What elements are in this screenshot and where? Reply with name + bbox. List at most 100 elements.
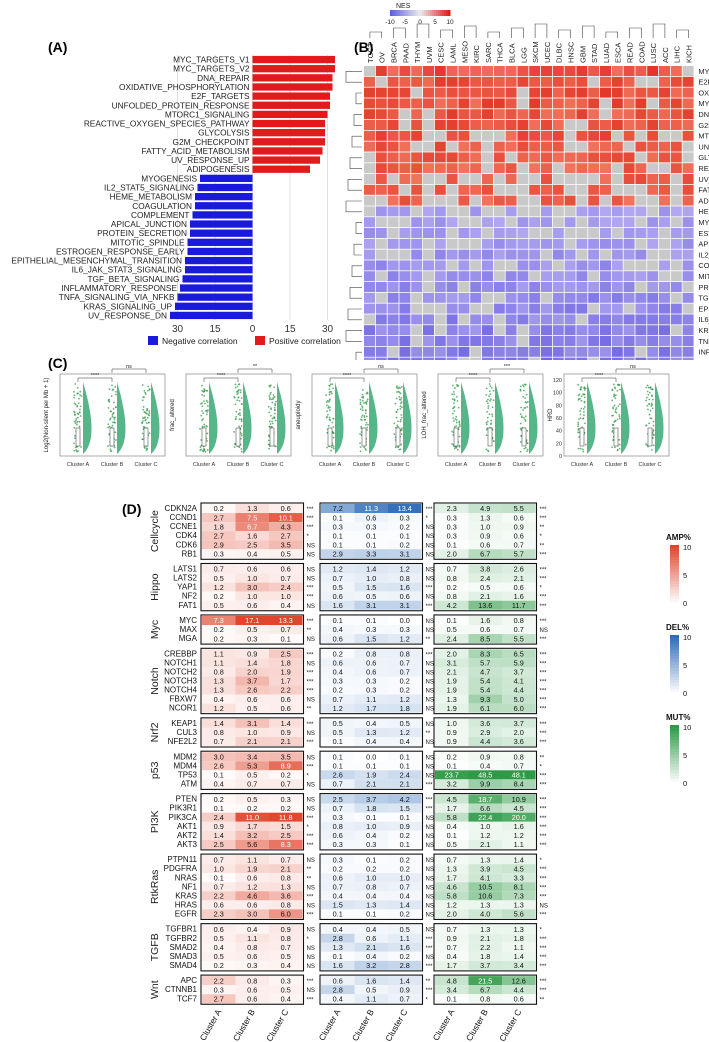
table-cell [269,985,303,995]
significance-label: NS [307,807,315,813]
heatmap-cell [517,87,529,98]
heatmap-cell [588,130,600,141]
table-cell [435,513,469,523]
table-cell [468,591,502,601]
heatmap-cell [423,249,434,260]
gene-label: MDM2 [173,752,197,761]
data-point [399,405,402,408]
cell-value: 11.3 [364,504,378,513]
row-label: GLYCOLYSIS [698,153,709,162]
data-point [453,402,455,404]
table-cell [269,694,303,704]
data-point [457,406,460,409]
significance-label: *** [540,637,548,643]
table-cell [354,582,388,592]
data-point [361,405,363,408]
block-frame [433,974,538,1005]
data-point [652,434,655,436]
table-cell [388,703,422,713]
cell-value: 2.8 [333,985,343,994]
cell-value: 0.4 [366,925,376,934]
heatmap-cell [434,163,446,174]
cell-value: 2.8 [400,961,410,970]
data-point [273,406,276,409]
heatmap-cell [647,325,659,336]
data-point [364,418,367,421]
heatmap-cell [375,87,387,98]
data-point [111,384,113,387]
heatmap-cell [576,195,588,206]
data-point [457,428,460,431]
cell-value: 0.1 [400,752,410,761]
cell-value: 0.5 [447,840,457,849]
cell-value: 48.5 [478,771,492,780]
data-point [79,394,82,396]
heatmap-cell [458,325,470,336]
data-point [79,405,82,408]
significance-label: * [540,534,543,540]
table-cell [468,685,502,695]
heatmap-cell [529,292,541,303]
data-point [399,407,402,410]
heatmap-cell [493,195,505,206]
cell-value: 3.2 [366,961,376,970]
heatmap-cell [529,346,541,357]
heatmap-cell [611,87,623,98]
cell-value: 0.7 [447,565,457,574]
table-cell [269,933,303,943]
heatmap-cell [600,152,611,163]
data-point [365,423,367,426]
category-label: ADIPOGENESIS [187,164,250,174]
data-point [577,421,580,424]
heatmap-cell [423,184,434,195]
legend-title: DEL% [666,623,689,632]
y-tick-label: 40 [556,429,562,435]
data-point [645,396,648,399]
group-label: Wnt [149,980,161,999]
heatmap-cell [364,249,375,260]
cell-value: 2.0 [247,668,257,677]
data-point [148,388,151,391]
heatmap-cell [505,66,517,76]
cell-value: 0.4 [447,952,457,961]
heatmap-cell [387,195,399,206]
data-point [395,397,398,400]
cell-value: 0.5 [366,985,376,994]
x-tick-label: Cluster C [513,462,536,468]
heatmap-cell [576,217,588,228]
heatmap-cell [588,184,600,195]
significance-label: NS [307,858,315,864]
heatmap-cell [375,195,387,206]
dendrogram-branch [558,29,571,38]
data-point [75,449,78,451]
heatmap-cell [659,66,670,76]
cell-value: 0.2 [281,771,291,780]
heatmap-cell [635,76,647,87]
heatmap-cell [670,228,682,238]
table-cell [435,625,469,635]
heatmap-cell [458,271,470,282]
cell-value: 0.6 [514,994,524,1003]
data-point [268,420,271,423]
table-cell [388,994,422,1004]
data-point [400,433,403,435]
cell-value: 0.5 [247,795,257,804]
cell-value: 0.6 [247,952,257,961]
data-point [203,448,206,451]
gene-label: RB1 [181,549,197,558]
cell-value: 7.3 [214,616,224,625]
heatmap-cell [670,109,682,120]
cell-value: 0.8 [514,616,524,625]
table-cell [502,540,536,550]
data-point [76,405,78,408]
heatmap-cell [505,152,517,163]
cell-value: 1.9 [447,677,457,686]
heatmap-cell [364,292,375,303]
data-point [524,418,526,421]
cell-value: 0.3 [333,813,343,822]
heatmap-cell [670,260,682,271]
cell-value: 9.9 [480,780,490,789]
data-point [577,383,580,386]
cell-value: 8.5 [480,634,490,643]
data-point [76,416,79,419]
